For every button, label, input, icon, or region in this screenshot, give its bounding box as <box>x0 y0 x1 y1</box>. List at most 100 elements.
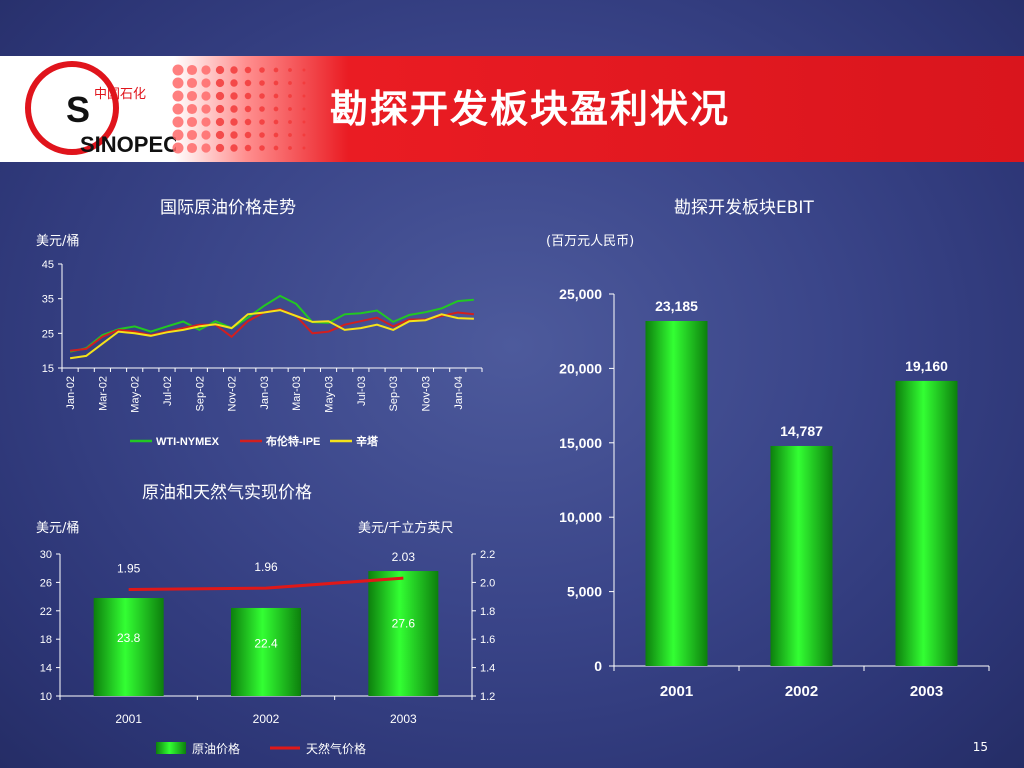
x-tick-label: May-02 <box>130 376 142 413</box>
y2-tick-label: 1.6 <box>480 634 495 646</box>
banner-dot <box>259 93 265 99</box>
ebit-bar-label: 14,787 <box>780 423 823 439</box>
ebit-bar-label: 23,185 <box>655 298 698 314</box>
banner-dot <box>302 120 306 124</box>
banner-dot <box>186 129 198 141</box>
banner-dot <box>259 145 265 151</box>
x-tick-label: Jan-02 <box>65 376 77 410</box>
banner-dot <box>172 77 184 89</box>
oil-price-line-chart: 15 25 35 45 Jan-02 Mar-02 May-02 Jul-02 Sep-02 No… <box>42 259 483 448</box>
banner-dot <box>215 104 225 114</box>
banner-dot <box>186 64 198 76</box>
x-tick-label: 2002 <box>785 683 818 700</box>
ebit-bar <box>770 445 833 666</box>
banner-dot <box>302 68 306 72</box>
banner-dot <box>273 119 279 125</box>
legend-label-2: 辛塔 <box>356 434 379 448</box>
ebit-bar-label: 19,160 <box>905 358 948 374</box>
banner-dot <box>302 81 306 85</box>
x-tick-label: Sep-02 <box>194 376 206 411</box>
banner-dot <box>186 116 198 128</box>
banner-dot <box>273 145 279 151</box>
ebit-chart-title: 勘探开发板块EBIT <box>674 198 814 218</box>
banner-dot <box>215 78 225 88</box>
series-line-0 <box>69 294 474 353</box>
realized-price-chart-title: 原油和天然气实现价格 <box>142 483 312 503</box>
banner-dot <box>302 146 306 150</box>
y-tick-label: 14 <box>40 663 52 675</box>
x-tick-label: May-03 <box>324 376 336 413</box>
banner-dot <box>302 133 306 137</box>
banner-dot <box>259 119 265 125</box>
y2-tick-label: 1.4 <box>480 663 495 675</box>
gas-price-line <box>128 576 404 591</box>
y-tick-label: 30 <box>40 549 52 561</box>
realized-price-bar-chart: 10 14 18 22 26 30 1.2 1.4 1.6 1.8 2.0 2.2 23.8 22.4 27… <box>40 549 496 756</box>
realized-price-left-unit: 美元/桶 <box>36 521 80 536</box>
decorative-dots <box>172 64 306 154</box>
y-tick-label: 45 <box>42 259 54 271</box>
banner-dot <box>230 105 238 113</box>
y2-tick-label: 2.2 <box>480 549 495 561</box>
banner-dot <box>201 78 211 88</box>
page-number: 15 <box>972 740 988 754</box>
y-tick-label: 25,000 <box>559 286 602 302</box>
banner-dot <box>288 133 292 137</box>
banner-dot <box>244 144 252 152</box>
legend-swatch-oil <box>156 742 186 754</box>
x-tick-label: Jul-02 <box>162 376 174 406</box>
banner-dot <box>201 143 211 153</box>
slide-title: 勘探开发板块盈利状况 <box>330 86 731 131</box>
y-tick-label: 35 <box>42 294 54 306</box>
x-tick-label: Sep-03 <box>388 376 400 411</box>
y-tick-label: 25 <box>42 328 54 340</box>
banner-dot <box>273 67 279 73</box>
banner-dot <box>215 130 225 140</box>
ebit-bar <box>645 321 708 666</box>
gas-price-label: 1.96 <box>254 560 278 574</box>
oil-price-chart-title: 国际原油价格走势 <box>160 198 296 218</box>
banner-dot <box>172 64 184 76</box>
x-tick-label: Jan-04 <box>453 376 465 410</box>
oil-price-bar-label: 23.8 <box>117 631 141 645</box>
banner-dot <box>172 90 184 102</box>
ebit-bar <box>895 380 958 666</box>
x-tick-label: Jul-03 <box>356 376 368 406</box>
banner-dot <box>215 143 225 153</box>
y-tick-label: 22 <box>40 606 52 618</box>
banner-dot <box>244 118 252 126</box>
x-tick-label: Nov-02 <box>227 376 239 411</box>
banner-dot <box>186 90 198 102</box>
banner-dot <box>244 66 252 74</box>
banner-dot <box>201 91 211 101</box>
banner-dot <box>201 104 211 114</box>
x-tick-label: Nov-03 <box>420 376 432 411</box>
banner-dot <box>172 142 184 154</box>
banner-dot <box>201 117 211 127</box>
legend-label-1: 布伦特-IPE <box>266 434 320 448</box>
banner-dot <box>288 146 292 150</box>
banner-dot <box>302 94 306 98</box>
x-tick-label: 2001 <box>115 712 142 726</box>
gas-price-label: 1.95 <box>117 562 141 576</box>
svg-text:SINOPEC: SINOPEC <box>80 132 176 157</box>
banner-dot <box>288 107 292 111</box>
y-tick-label: 15,000 <box>559 435 602 451</box>
svg-text:中国石化: 中国石化 <box>94 86 146 101</box>
y-tick-label: 10 <box>40 691 52 703</box>
x-tick-label: Mar-03 <box>291 376 303 411</box>
banner-dot <box>186 77 198 89</box>
realized-price-right-unit: 美元/千立方英尺 <box>358 521 454 536</box>
oil-price-bar-label: 22.4 <box>254 637 278 651</box>
legend-label-oil: 原油价格 <box>192 741 240 756</box>
banner-dot <box>186 142 198 154</box>
y2-tick-label: 1.2 <box>480 691 495 703</box>
banner-dot <box>230 144 238 152</box>
banner-dot <box>273 93 279 99</box>
y-tick-label: 0 <box>594 658 602 674</box>
banner-dot <box>172 116 184 128</box>
y-tick-label: 15 <box>42 363 54 375</box>
banner-dot <box>230 79 238 87</box>
banner-dot <box>288 81 292 85</box>
x-tick-label: Jan-03 <box>259 376 271 410</box>
